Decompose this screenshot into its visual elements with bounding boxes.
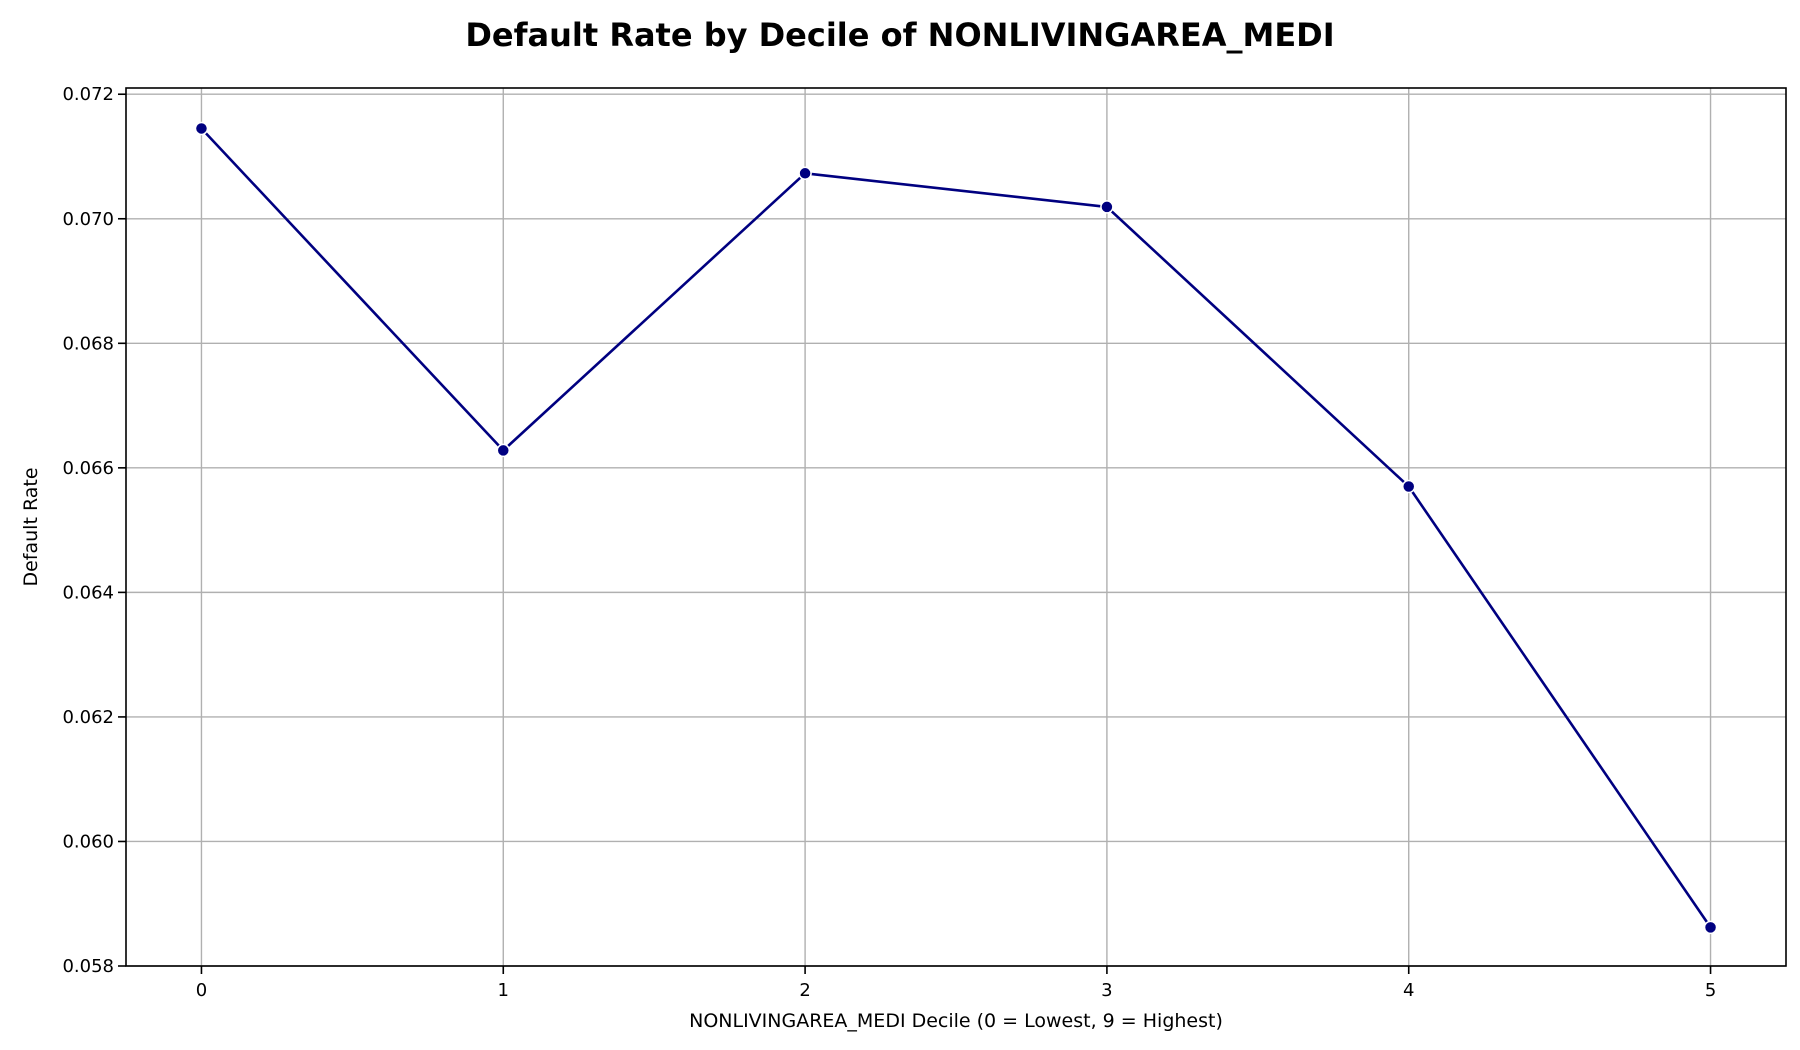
x-tick-label: 2 — [799, 980, 810, 1001]
x-tick-label: 3 — [1101, 980, 1112, 1001]
x-tick-label: 4 — [1403, 980, 1414, 1001]
y-tick-label: 0.064 — [62, 582, 114, 603]
data-point — [1703, 920, 1718, 935]
x-tick-label: 0 — [196, 980, 207, 1001]
data-point — [496, 443, 511, 458]
data-point — [1100, 200, 1114, 214]
y-tick-label: 0.072 — [62, 84, 114, 105]
grid-lines — [126, 88, 1786, 967]
chart-title: Default Rate by Decile of NONLIVINGAREA_… — [465, 16, 1334, 54]
y-tick-label: 0.060 — [62, 831, 114, 852]
y-tick-label: 0.070 — [62, 209, 114, 230]
axis-ticks: 0 1 2 3 4 5 0.058 0.060 0.062 0.064 0.066 0.068 0.07… — [62, 84, 1716, 1001]
data-point — [194, 121, 209, 136]
series-line — [200, 127, 1712, 929]
x-axis-label: NONLIVINGAREA_MEDI Decile (0 = Lowest, 9… — [689, 1010, 1223, 1032]
x-tick-label: 5 — [1705, 980, 1716, 1001]
data-point — [798, 166, 812, 181]
y-tick-label: 0.062 — [62, 707, 114, 728]
x-tick-label: 1 — [498, 980, 509, 1001]
y-tick-label: 0.058 — [62, 956, 114, 977]
plot-frame — [125, 87, 1787, 967]
y-tick-label: 0.066 — [62, 458, 114, 479]
series-layer — [194, 121, 1718, 935]
y-tick-label: 0.068 — [62, 333, 114, 354]
data-point — [1401, 479, 1416, 494]
y-axis-label: Default Rate — [20, 467, 42, 586]
